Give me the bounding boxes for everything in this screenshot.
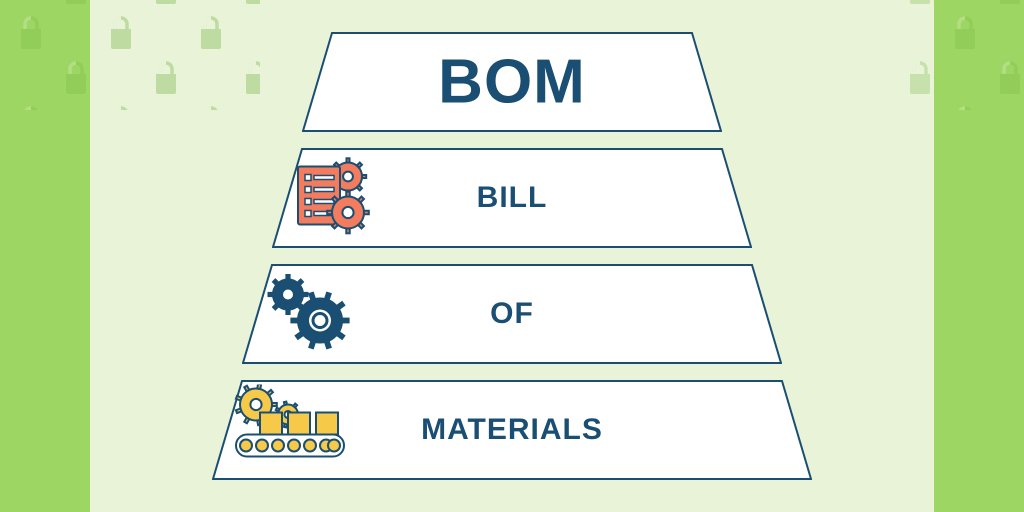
lock-pattern-right: [894, 0, 1024, 110]
pyramid-tier-3: MATERIALS: [212, 380, 812, 480]
side-bar-right: [934, 0, 1024, 512]
pyramid-tier-1: BILL: [272, 148, 752, 248]
side-bar-left: [0, 0, 90, 512]
pyramid-tier-2: OF: [242, 264, 782, 364]
tier-label: MATERIALS: [421, 413, 603, 447]
two-gears-icon: [260, 271, 360, 358]
conveyor-icon: [230, 385, 350, 476]
bom-pyramid: BOM BILL: [212, 32, 812, 480]
tier-label: OF: [490, 297, 534, 331]
pyramid-tier-0: BOM: [302, 32, 722, 132]
tier-label: BOM: [438, 47, 586, 118]
tier-label: BILL: [477, 181, 548, 215]
clipboard-gears-icon: [290, 157, 378, 240]
